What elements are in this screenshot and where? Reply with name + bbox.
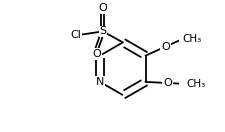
Text: S: S [99,26,106,36]
Text: O: O [92,49,101,59]
Text: CH₃: CH₃ [182,34,201,44]
Text: O: O [98,3,107,13]
Text: N: N [95,77,104,87]
Text: O: O [162,78,171,88]
Text: CH₃: CH₃ [185,79,204,89]
Text: O: O [160,42,169,52]
Text: Cl: Cl [70,30,81,40]
